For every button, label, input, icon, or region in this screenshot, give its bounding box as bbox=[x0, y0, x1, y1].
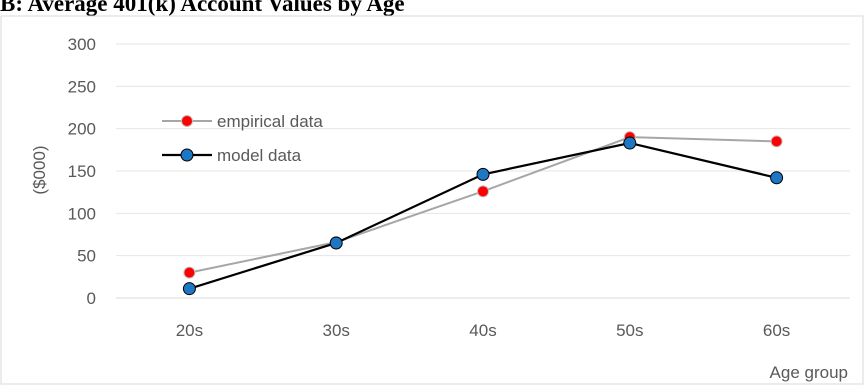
y-tick-150: 150 bbox=[68, 162, 96, 181]
x-axis-title: Age group bbox=[770, 363, 848, 382]
point-empirical-data-20s bbox=[183, 266, 196, 279]
x-tick-40s: 40s bbox=[469, 321, 496, 340]
legend: empirical data model data bbox=[162, 112, 323, 165]
legend-marker bbox=[181, 115, 193, 127]
y-tick-200: 200 bbox=[68, 120, 96, 139]
point-model-data-50s bbox=[623, 136, 637, 150]
point-empirical-data-60s bbox=[770, 135, 783, 148]
point-model-data-30s bbox=[329, 236, 343, 250]
legend-item-model-data: model data bbox=[162, 146, 302, 165]
x-tick-30s: 30s bbox=[322, 321, 349, 340]
x-tick-50s: 50s bbox=[616, 321, 643, 340]
point-model-data-60s bbox=[770, 171, 784, 185]
series-model-data bbox=[182, 136, 784, 296]
point-model-data-20s bbox=[182, 282, 196, 296]
x-tick-60s: 60s bbox=[763, 321, 790, 340]
x-tick-20s: 20s bbox=[176, 321, 203, 340]
chart-title: B: Average 401(k) Account Values by Age bbox=[0, 0, 405, 16]
point-empirical-data-40s bbox=[477, 185, 489, 198]
y-tick-50: 50 bbox=[77, 247, 96, 266]
y-tick-labels: 0 50 100 150 200 250 300 bbox=[68, 35, 96, 308]
x-tick-labels: 20s 30s 40s 50s 60s bbox=[176, 321, 791, 340]
y-tick-250: 250 bbox=[68, 77, 96, 96]
legend-label: empirical data bbox=[217, 112, 323, 131]
chart-area-border bbox=[0, 15, 864, 385]
legend-marker bbox=[180, 148, 194, 162]
point-model-data-40s bbox=[476, 167, 490, 181]
y-axis-title: ($000) bbox=[30, 145, 49, 194]
legend-label: model data bbox=[217, 146, 302, 165]
y-tick-0: 0 bbox=[87, 289, 96, 308]
series-group bbox=[182, 131, 784, 296]
y-tick-100: 100 bbox=[68, 204, 96, 223]
legend-item-empirical-data: empirical data bbox=[162, 112, 323, 131]
y-tick-300: 300 bbox=[68, 35, 96, 54]
